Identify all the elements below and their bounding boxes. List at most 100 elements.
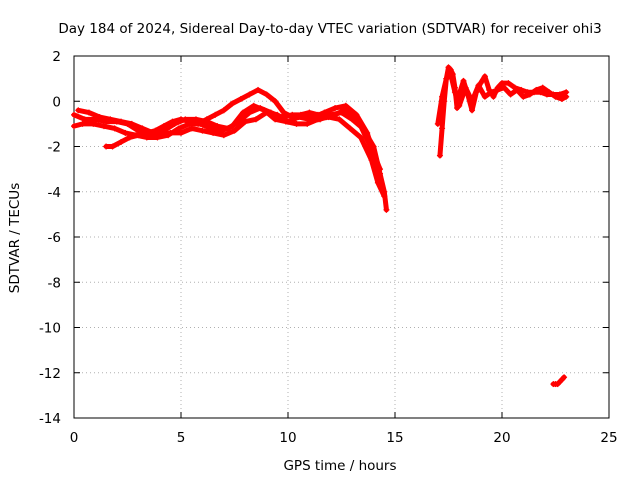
data-point-track-f	[546, 89, 553, 96]
data-point-track-a	[252, 116, 259, 123]
y-tick-label: 2	[52, 49, 61, 65]
data-point-track-e	[469, 107, 476, 114]
series-trail-track-e	[437, 64, 569, 159]
data-point-track-d	[182, 116, 189, 123]
data-point-track-d	[278, 114, 285, 121]
data-point-track-e	[439, 125, 446, 132]
data-point-track-b	[282, 118, 289, 125]
data-point-track-b	[250, 102, 257, 109]
data-point-track-c	[220, 107, 227, 114]
data-point-track-f	[501, 84, 508, 91]
data-point-track-f	[469, 98, 476, 105]
data-point-track-c	[109, 143, 116, 150]
y-tick-label: 0	[52, 94, 61, 110]
data-point-track-d	[225, 125, 232, 132]
data-point-track-d	[299, 111, 306, 118]
data-point-track-d	[96, 114, 103, 121]
data-point-track-e	[499, 80, 505, 87]
data-point-track-f	[443, 75, 450, 82]
y-tick-label: -10	[39, 321, 61, 337]
data-point-track-f	[563, 93, 570, 100]
data-point-track-d	[139, 125, 146, 132]
data-point-track-d	[321, 109, 328, 116]
data-point-track-b	[100, 123, 107, 130]
data-point-track-c	[229, 100, 236, 107]
data-point-track-f	[439, 93, 446, 100]
data-point-track-a	[383, 206, 390, 213]
data-point-track-b	[79, 120, 86, 127]
data-point-track-b	[272, 116, 279, 123]
data-point-track-d	[203, 118, 210, 125]
data-point-track-c	[118, 138, 125, 145]
data-point-track-c	[126, 134, 133, 141]
x-axis: 0 5 10 15 20 25	[70, 56, 618, 446]
data-point-track-f	[434, 120, 441, 127]
data-point-track-f	[462, 84, 469, 91]
data-point-track-d	[332, 105, 339, 112]
data-point-track-d	[171, 120, 178, 127]
data-point-track-d	[267, 109, 274, 116]
data-point-track-d	[342, 102, 349, 109]
data-point-track-c	[263, 91, 270, 98]
data-point-track-a	[178, 129, 184, 136]
y-tick-label: -14	[39, 411, 61, 427]
data-point-track-b	[111, 125, 118, 132]
y-tick-label: -8	[48, 275, 61, 291]
x-tick-label: 15	[386, 430, 403, 446]
x-tick-label: 25	[600, 430, 617, 446]
data-point-track-e	[481, 73, 488, 80]
y-axis: -14 -12 -10 -8 -6 -4 -2 0 2	[39, 49, 609, 427]
data-points	[71, 64, 570, 388]
data-point-track-f	[488, 89, 495, 96]
data-point-track-f	[526, 91, 533, 98]
data-point-track-b	[154, 134, 161, 141]
data-point-track-a	[242, 118, 249, 125]
data-point-track-b	[304, 120, 311, 127]
data-point-track-d	[160, 127, 167, 134]
data-point-track-e	[436, 152, 443, 159]
y-tick-label: -2	[48, 140, 61, 156]
data-point-track-d	[214, 123, 221, 130]
data-point-track-b	[357, 134, 364, 141]
data-point-track-f	[539, 84, 546, 91]
data-point-track-d	[85, 109, 92, 116]
data-point-track-b	[90, 120, 97, 127]
data-point-track-f	[507, 91, 514, 98]
data-point-track-f	[447, 71, 454, 78]
data-point-track-c	[212, 111, 219, 118]
data-point-track-d	[257, 105, 264, 112]
data-point-track-c	[379, 184, 386, 191]
data-point-track-f	[456, 102, 463, 109]
y-tick-label: -4	[48, 185, 61, 201]
data-point-track-d	[107, 116, 114, 123]
y-axis-label: SDTVAR / TECUs	[7, 183, 23, 293]
data-point-track-d	[118, 118, 125, 125]
data-point-track-d	[246, 109, 253, 116]
x-tick-label: 20	[493, 430, 510, 446]
data-point-track-c	[246, 91, 253, 98]
data-point-track-a	[188, 125, 195, 132]
x-tick-label: 5	[177, 430, 186, 446]
data-point-track-b	[207, 125, 214, 132]
y-tick-label: -12	[39, 366, 61, 382]
data-point-track-b	[122, 129, 129, 136]
data-point-track-d	[377, 166, 384, 173]
data-point-track-d	[353, 111, 360, 118]
chart-title: Day 184 of 2024, Sidereal Day-to-day VTE…	[58, 21, 601, 37]
data-point-track-f	[481, 93, 488, 100]
data-point-track-b	[293, 120, 300, 127]
data-point-track-c	[103, 143, 110, 150]
data-point-track-b	[175, 125, 182, 132]
data-point-track-f	[552, 93, 559, 100]
data-point-track-c	[255, 86, 262, 93]
data-point-track-d	[310, 114, 317, 121]
data-point-track-f	[558, 95, 565, 102]
data-point-track-b	[71, 123, 77, 130]
data-point-track-a	[231, 127, 238, 134]
data-point-track-f	[520, 93, 527, 100]
data-point-track-c	[272, 98, 279, 105]
data-point-track-d	[289, 111, 296, 118]
data-point-track-d	[370, 150, 377, 157]
data-point-track-f	[451, 89, 458, 96]
